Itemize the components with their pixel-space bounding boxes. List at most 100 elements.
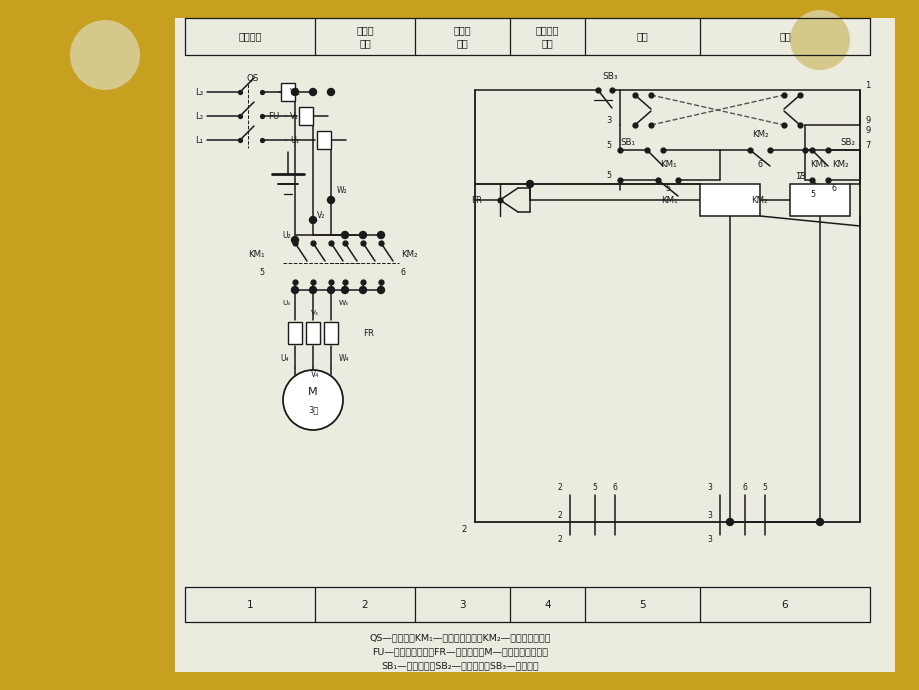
Text: 5: 5 bbox=[664, 184, 670, 193]
Text: 2: 2 bbox=[461, 526, 467, 535]
Circle shape bbox=[341, 232, 348, 239]
Text: 6: 6 bbox=[401, 268, 405, 277]
Text: KM₁: KM₁ bbox=[248, 250, 265, 259]
Circle shape bbox=[70, 20, 140, 90]
Text: 反转: 反转 bbox=[778, 32, 790, 41]
Text: QS: QS bbox=[246, 74, 259, 83]
Text: L₁: L₁ bbox=[195, 135, 203, 144]
Text: FU: FU bbox=[268, 112, 279, 121]
Text: KM₂: KM₂ bbox=[751, 130, 767, 139]
Text: 7: 7 bbox=[865, 141, 869, 150]
Text: V₁: V₁ bbox=[289, 112, 299, 121]
Text: 1: 1 bbox=[246, 600, 253, 609]
Text: L₃: L₃ bbox=[195, 88, 203, 97]
Bar bbox=[789, 184, 849, 216]
Bar bbox=[306, 322, 320, 344]
Bar bbox=[317, 131, 331, 149]
Text: 6: 6 bbox=[612, 482, 617, 491]
Text: 2: 2 bbox=[557, 535, 562, 544]
Circle shape bbox=[359, 232, 366, 239]
Text: 电动机
正转: 电动机 正转 bbox=[356, 26, 373, 48]
Text: FU—主电路熔断器；FR—热继电器；M—三相异步电动机；: FU—主电路熔断器；FR—热继电器；M—三相异步电动机； bbox=[371, 647, 548, 656]
Text: 3: 3 bbox=[459, 600, 465, 609]
Text: 1: 1 bbox=[865, 81, 869, 90]
Text: KM₁: KM₁ bbox=[661, 195, 677, 204]
Circle shape bbox=[327, 197, 335, 204]
Bar bbox=[299, 107, 312, 125]
Text: 5: 5 bbox=[592, 482, 596, 491]
Circle shape bbox=[359, 286, 366, 293]
Text: KM₂: KM₂ bbox=[401, 250, 417, 259]
Text: SB₂: SB₂ bbox=[839, 137, 854, 146]
Circle shape bbox=[726, 518, 732, 526]
Bar bbox=[323, 322, 337, 344]
Circle shape bbox=[291, 286, 298, 293]
Text: 3: 3 bbox=[707, 511, 711, 520]
Circle shape bbox=[309, 88, 316, 95]
Text: 控制电路
保护: 控制电路 保护 bbox=[535, 26, 559, 48]
Text: L₂: L₂ bbox=[195, 112, 203, 121]
Text: 5: 5 bbox=[762, 482, 766, 491]
Circle shape bbox=[309, 286, 316, 293]
Bar bbox=[175, 18, 894, 672]
Text: FR: FR bbox=[471, 195, 482, 204]
Text: FR: FR bbox=[363, 328, 374, 337]
Circle shape bbox=[327, 88, 335, 95]
Bar bbox=[280, 83, 295, 101]
Text: 5: 5 bbox=[607, 170, 611, 179]
Circle shape bbox=[283, 370, 343, 430]
Text: 4: 4 bbox=[544, 600, 550, 609]
Text: U₄: U₄ bbox=[280, 353, 289, 362]
Text: U₂: U₂ bbox=[282, 230, 290, 239]
Text: SB₁—正转按钮；SB₂—反转按钮；SB₃—停止按钮: SB₁—正转按钮；SB₂—反转按钮；SB₃—停止按钮 bbox=[380, 662, 539, 671]
Text: 13: 13 bbox=[794, 172, 804, 181]
Text: 5: 5 bbox=[639, 600, 645, 609]
Text: KM₂: KM₂ bbox=[831, 159, 847, 168]
Text: 2: 2 bbox=[557, 482, 562, 491]
Bar bbox=[288, 322, 301, 344]
Text: QS—刀开关；KM₁—正转用接触器；KM₂—反转用接触器；: QS—刀开关；KM₁—正转用接触器；KM₂—反转用接触器； bbox=[369, 633, 550, 642]
Text: KM₁: KM₁ bbox=[809, 159, 826, 168]
Text: KM₂: KM₂ bbox=[751, 195, 767, 204]
Text: 6: 6 bbox=[756, 159, 762, 168]
Text: SB₃: SB₃ bbox=[602, 72, 617, 81]
Text: SB₁: SB₁ bbox=[619, 137, 634, 146]
Text: KM₁: KM₁ bbox=[659, 159, 675, 168]
Text: 2: 2 bbox=[557, 511, 562, 520]
Text: W₄: W₄ bbox=[338, 353, 349, 362]
Circle shape bbox=[526, 181, 533, 188]
Text: 3～: 3～ bbox=[308, 406, 318, 415]
Text: 9: 9 bbox=[865, 115, 869, 124]
Text: 3: 3 bbox=[707, 482, 711, 491]
Text: 3: 3 bbox=[707, 535, 711, 544]
Circle shape bbox=[291, 237, 298, 244]
Text: 6: 6 bbox=[742, 482, 746, 491]
Circle shape bbox=[377, 232, 384, 239]
Text: 正转: 正转 bbox=[636, 32, 648, 41]
Text: V₃: V₃ bbox=[311, 310, 319, 316]
Text: V₂: V₂ bbox=[317, 210, 325, 219]
Text: 5: 5 bbox=[809, 190, 814, 199]
Text: V₄: V₄ bbox=[311, 370, 319, 379]
Text: 6: 6 bbox=[781, 600, 788, 609]
Circle shape bbox=[291, 88, 298, 95]
Text: M: M bbox=[308, 387, 317, 397]
Text: 5: 5 bbox=[607, 141, 611, 150]
Text: 5: 5 bbox=[259, 268, 265, 277]
Text: W₁: W₁ bbox=[289, 88, 301, 97]
Text: 7: 7 bbox=[797, 172, 801, 181]
Circle shape bbox=[309, 217, 316, 224]
Text: W₂: W₂ bbox=[336, 186, 347, 195]
Text: 6: 6 bbox=[831, 184, 836, 193]
Text: W₃: W₃ bbox=[338, 300, 348, 306]
Text: 9: 9 bbox=[865, 126, 869, 135]
Bar bbox=[699, 184, 759, 216]
Text: 电源开关: 电源开关 bbox=[238, 32, 262, 41]
Circle shape bbox=[816, 518, 823, 526]
Circle shape bbox=[377, 286, 384, 293]
Circle shape bbox=[789, 10, 849, 70]
Text: U₁: U₁ bbox=[289, 135, 299, 144]
Text: U₃: U₃ bbox=[282, 300, 290, 306]
Circle shape bbox=[341, 286, 348, 293]
Text: 3: 3 bbox=[606, 115, 611, 124]
